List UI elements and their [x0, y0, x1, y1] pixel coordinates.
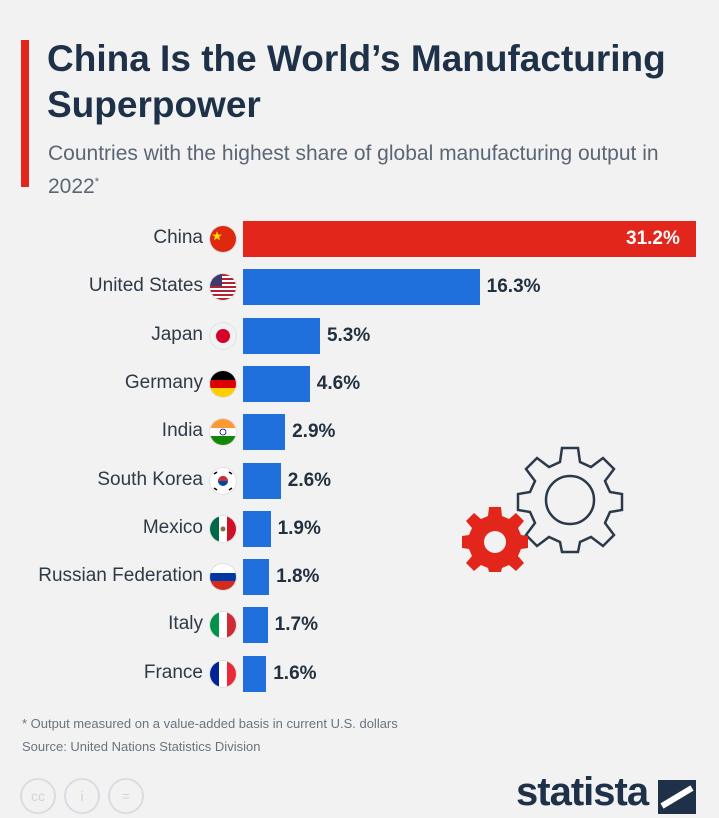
value-label: 5.3% [326, 324, 371, 346]
gear-red-icon [462, 507, 528, 572]
category-label: Mexico [142, 516, 203, 538]
category-label: Italy [168, 613, 203, 635]
info-icon[interactable]: i [64, 778, 100, 814]
us-flag-icon [210, 274, 236, 301]
value-label: 1.6% [273, 662, 317, 684]
bar [243, 559, 270, 596]
value-label: 2.9% [292, 421, 336, 443]
gear-outline-icon [516, 446, 624, 554]
bar [243, 462, 281, 499]
india-flag-icon [210, 419, 236, 446]
value-label: 1.8% [276, 566, 320, 588]
bar [243, 269, 480, 306]
statista-logo[interactable]: statista [516, 770, 649, 814]
bar [243, 510, 271, 547]
creative-commons-icon[interactable]: cc [20, 778, 56, 814]
china-flag-icon [210, 226, 236, 252]
category-label: Germany [124, 371, 203, 393]
value-label: 1.7% [274, 614, 318, 636]
bar [243, 414, 286, 451]
category-label: South Korea [97, 468, 203, 490]
south-korea-flag-icon [210, 467, 236, 494]
category-label: France [143, 661, 203, 683]
value-label: 2.6% [287, 469, 332, 491]
subtitle-text: Countries with the highest share of glob… [48, 142, 659, 198]
bar [243, 221, 696, 257]
category-label: United States [88, 275, 203, 297]
italy-flag-icon [210, 612, 236, 639]
subtitle-footnote-mark: * [94, 176, 99, 188]
source-note: Source: United Nations Statistics Divisi… [22, 739, 261, 754]
value-label: 16.3% [486, 276, 541, 298]
bar [243, 317, 320, 354]
category-label: India [161, 420, 203, 442]
germany-flag-icon [210, 370, 236, 397]
value-label: 1.9% [277, 517, 321, 539]
statista-logo-mark-icon [658, 780, 696, 814]
value-label: 31.2% [626, 228, 680, 249]
category-label: China [153, 227, 203, 248]
russia-flag-icon [210, 564, 236, 591]
license-icons: cc i = [20, 778, 144, 814]
title-accent-bar [21, 40, 29, 187]
footnote: * Output measured on a value-added basis… [22, 716, 398, 731]
category-label: Japan [151, 323, 203, 345]
chart-title: China Is the World’s Manufacturing Super… [47, 38, 666, 125]
bar [243, 655, 267, 692]
chart-subtitle: Countries with the highest share of glob… [48, 140, 688, 201]
bar [243, 365, 310, 402]
japan-flag-icon [210, 322, 236, 349]
value-label: 4.6% [316, 372, 361, 394]
bar [243, 607, 268, 644]
no-derivatives-icon[interactable]: = [108, 778, 144, 814]
mexico-flag-icon [210, 515, 236, 542]
france-flag-icon [210, 660, 236, 687]
category-label: Russian Federation [38, 565, 203, 587]
